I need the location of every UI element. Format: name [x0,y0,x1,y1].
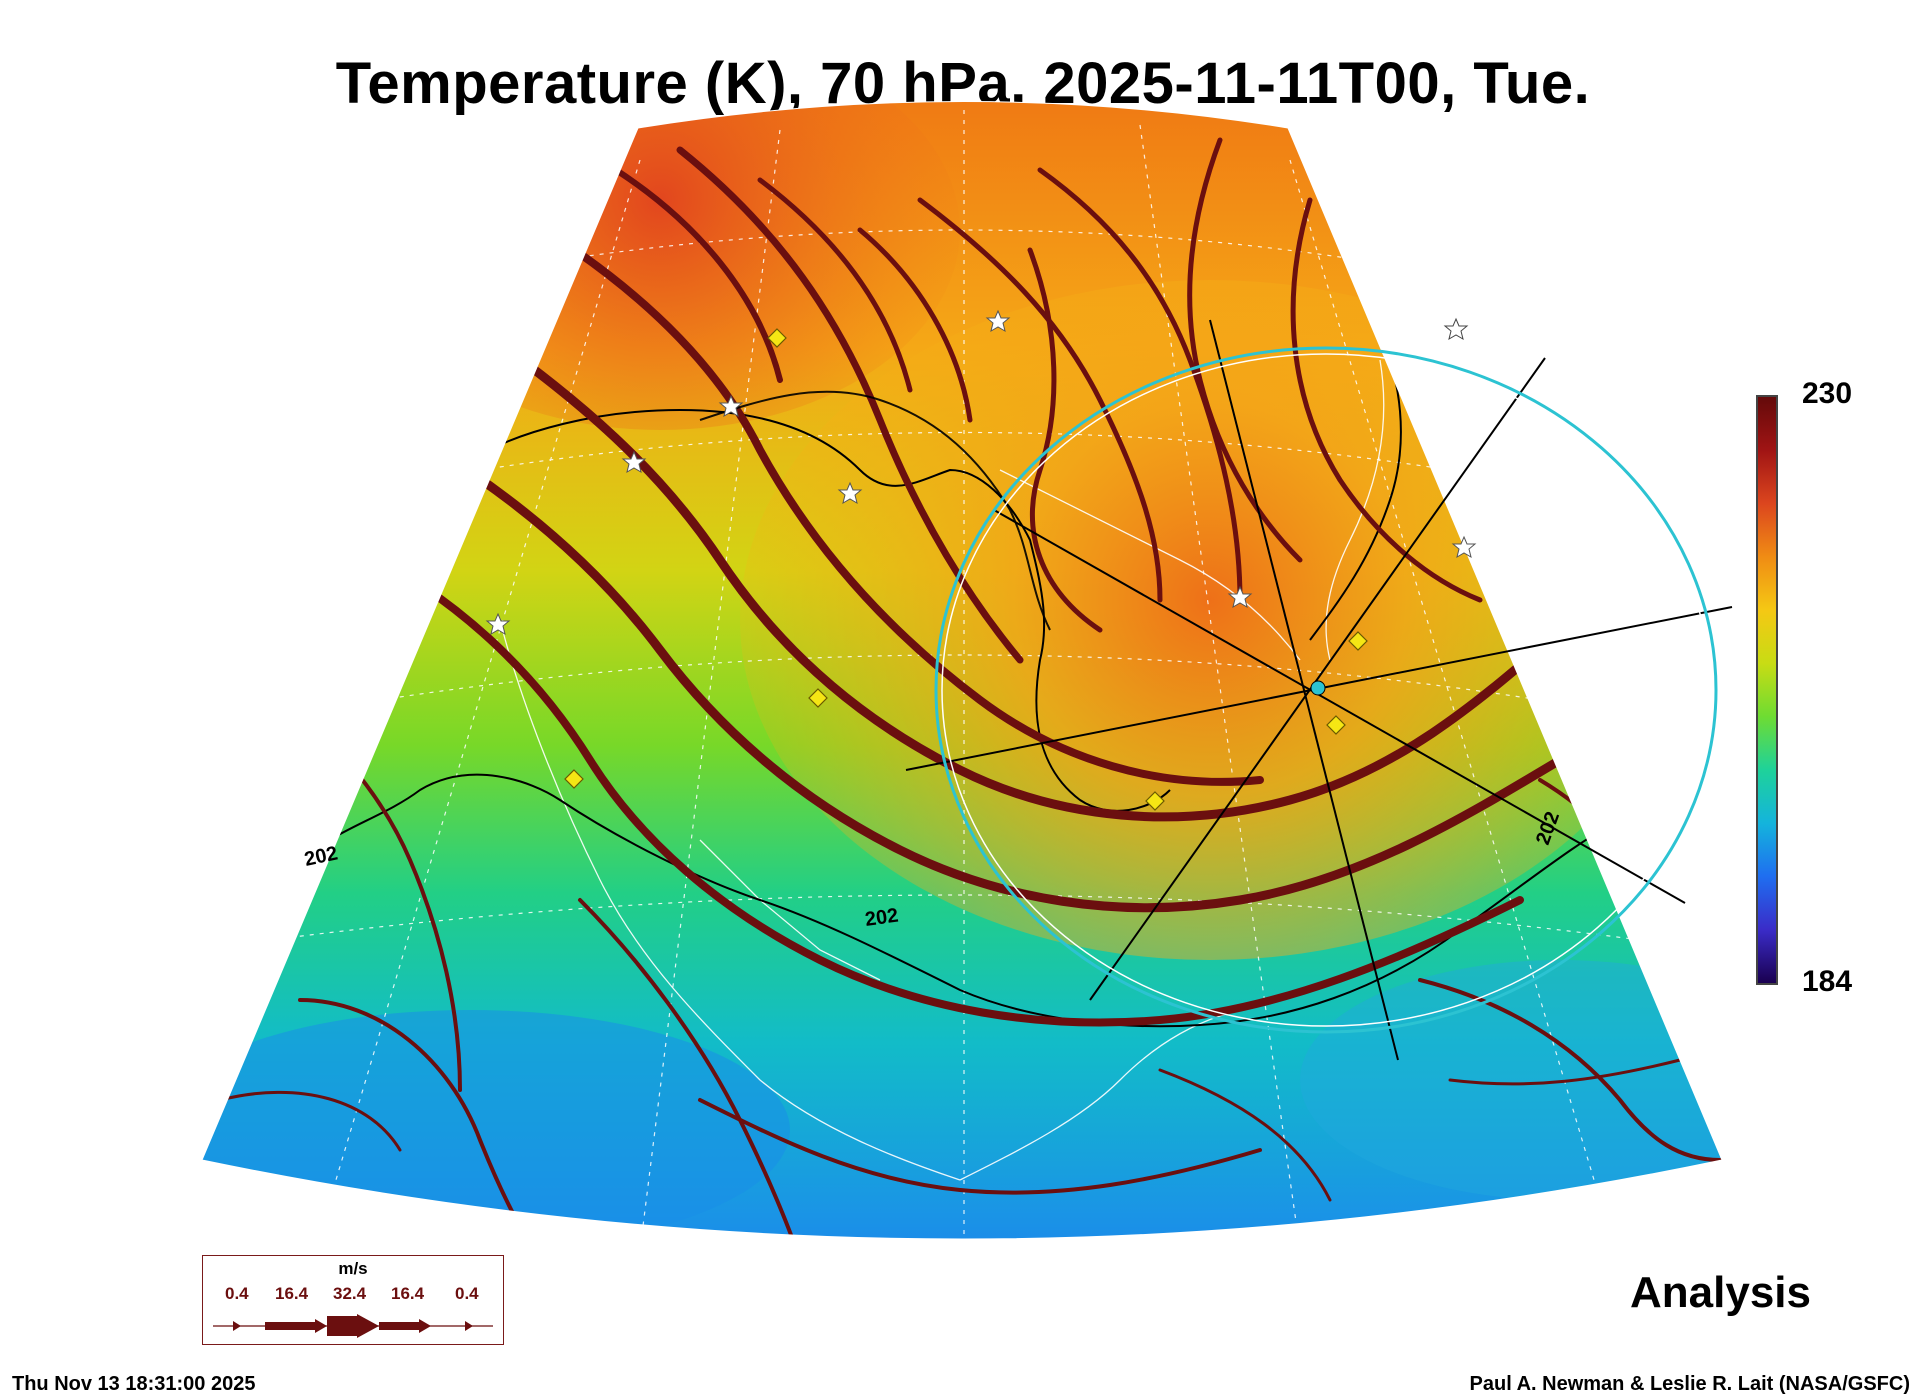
streamline [1158,1068,1332,1202]
footer-credit: Paul A. Newman & Leslie R. Lait (NASA/GS… [1469,1373,1910,1395]
streamline [757,177,913,393]
wind-legend-value: 0.4 [455,1284,479,1303]
diamond-marker-icon [1348,631,1368,651]
vortex-edge-ring-inner [941,353,1711,1027]
star-marker-icon [485,612,511,636]
streamline [578,898,802,1239]
star-marker-icon [1227,585,1253,609]
diamond-marker-icon [564,769,584,789]
coastlines [499,359,1385,1181]
streamline [1037,167,1243,603]
streamline [1187,137,1303,563]
diamond-marker-icon [808,688,828,708]
streamline [376,556,1524,1027]
wind-legend-arrows [213,1314,493,1338]
vortex-edge-ring [934,346,1718,1034]
star-marker-icon [621,450,647,474]
streamline [1027,247,1103,633]
wind-legend-value: 16.4 [275,1284,309,1303]
streamline [218,1090,402,1152]
north-america-outline [699,390,1051,631]
contour-labels: 202 202 202 [302,809,1564,931]
temperature-colorbar [1756,395,1778,985]
wind-streamlines [218,137,1722,1239]
streamline [415,435,1565,913]
colorbar-min-label: 184 [1802,965,1853,998]
analysis-label: Analysis [1630,1268,1811,1317]
diamond-marker-icon [767,328,787,348]
streamline [597,157,783,383]
wind-legend-value: 32.4 [333,1284,367,1303]
footer-timestamp: Thu Nov 13 18:31:00 2025 [12,1373,256,1395]
star-marker-icon [837,481,863,505]
wind-legend-value: 0.4 [225,1284,249,1303]
wind-speed-legend: m/s 0.4 16.4 32.4 16.4 0.4 [202,1255,504,1345]
streamline [676,146,1024,664]
streamline [556,236,1264,786]
streamline [1448,1058,1682,1086]
star-markers [485,309,1477,636]
colorbar-max-label: 230 [1802,377,1853,410]
wind-legend-unit: m/s [338,1259,368,1278]
temperature-field [202,101,1722,1239]
star-marker-icon [1451,535,1477,559]
streamline [698,1098,1262,1195]
map-frame [201,101,1723,1240]
diamond-marker-icon [1145,791,1165,811]
crosshair-center-icon [1310,680,1326,696]
contour-label: 202 [864,905,900,931]
star-marker-icon [985,309,1011,333]
star-marker-icon [718,394,744,418]
streamline [917,197,1163,603]
streamline [1290,197,1483,603]
diamond-marker-icon [1326,715,1346,735]
star-marker-icon [1443,317,1469,341]
streamline [857,227,973,423]
streamline [1418,978,1722,1162]
wind-legend-value: 16.4 [391,1284,425,1303]
diamond-markers [564,328,1368,811]
streamline [475,325,1555,822]
